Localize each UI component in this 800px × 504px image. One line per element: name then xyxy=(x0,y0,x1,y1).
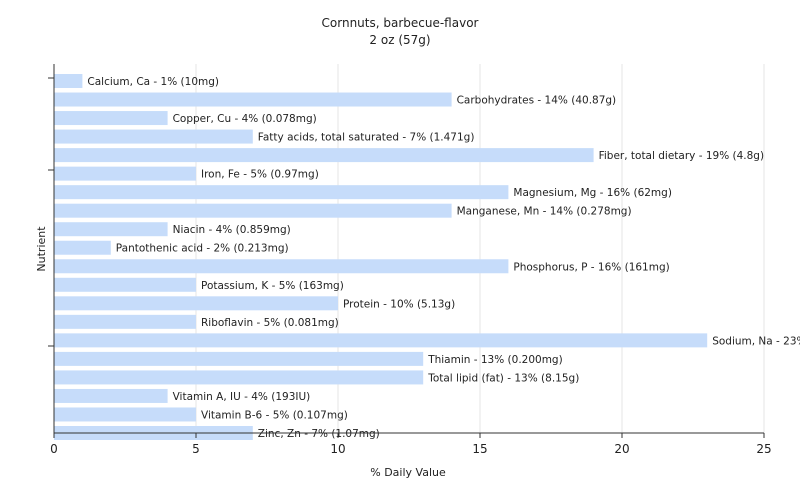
bar-5 xyxy=(54,166,196,181)
bar-label-15: Thiamin - 13% (0.200mg) xyxy=(427,354,563,366)
bar-3 xyxy=(54,129,253,144)
bar-label-0: Calcium, Ca - 1% (10mg) xyxy=(87,76,219,88)
bar-label-4: Fiber, total dietary - 19% (4.8g) xyxy=(599,150,764,162)
bar-label-14: Sodium, Na - 23% (556mg) xyxy=(712,335,800,347)
bar-8 xyxy=(54,222,168,237)
bar-15 xyxy=(54,351,424,366)
bar-11 xyxy=(54,277,196,292)
bar-label-17: Vitamin A, IU - 4% (193IU) xyxy=(173,391,311,403)
bar-label-3: Fatty acids, total saturated - 7% (1.471… xyxy=(258,132,475,144)
bar-label-12: Protein - 10% (5.13g) xyxy=(343,298,455,310)
bar-label-9: Pantothenic acid - 2% (0.213mg) xyxy=(116,243,289,255)
bar-label-8: Niacin - 4% (0.859mg) xyxy=(173,224,291,236)
bar-label-5: Iron, Fe - 5% (0.97mg) xyxy=(201,169,319,181)
bar-label-18: Vitamin B-6 - 5% (0.107mg) xyxy=(201,409,348,421)
x-tick-label-1: 5 xyxy=(192,442,200,456)
bar-7 xyxy=(54,203,452,218)
bar-label-10: Phosphorus, P - 16% (161mg) xyxy=(513,261,669,273)
bar-1 xyxy=(54,92,452,107)
bar-6 xyxy=(54,185,509,200)
y-axis-title: Nutrient xyxy=(35,226,48,272)
x-tick-label-4: 20 xyxy=(614,442,629,456)
bar-label-7: Manganese, Mn - 14% (0.278mg) xyxy=(457,206,632,218)
x-tick-label-2: 10 xyxy=(330,442,345,456)
bar-16 xyxy=(54,370,424,385)
bar-14 xyxy=(54,333,708,348)
bar-label-2: Copper, Cu - 4% (0.078mg) xyxy=(173,113,317,125)
bar-12 xyxy=(54,296,338,311)
bar-label-1: Carbohydrates - 14% (40.87g) xyxy=(457,95,617,107)
bar-label-11: Potassium, K - 5% (163mg) xyxy=(201,280,344,292)
x-axis-title: % Daily Value xyxy=(370,466,446,479)
bar-label-13: Riboflavin - 5% (0.081mg) xyxy=(201,317,339,329)
bar-2 xyxy=(54,111,168,126)
bar-label-6: Magnesium, Mg - 16% (62mg) xyxy=(513,187,672,199)
bar-label-19: Zinc, Zn - 7% (1.07mg) xyxy=(258,428,380,440)
bar-17 xyxy=(54,388,168,403)
x-tick-label-5: 25 xyxy=(756,442,771,456)
bar-13 xyxy=(54,314,196,329)
bar-4 xyxy=(54,148,594,163)
chart-subtitle: 2 oz (57g) xyxy=(369,33,430,47)
x-tick-label-0: 0 xyxy=(50,442,58,456)
x-tick-label-3: 15 xyxy=(472,442,487,456)
axes: 0 5 10 15 20 25 xyxy=(48,64,772,456)
bar-0 xyxy=(54,74,83,88)
bars: Calcium, Ca - 1% (10mg) Carbohydrates - 1… xyxy=(54,74,800,440)
bar-10 xyxy=(54,259,509,274)
chart-title: Cornnuts, barbecue-flavor xyxy=(322,16,479,30)
bar-9 xyxy=(54,240,111,255)
bar-label-16: Total lipid (fat) - 13% (8.15g) xyxy=(427,372,579,384)
bar-18 xyxy=(54,407,196,422)
